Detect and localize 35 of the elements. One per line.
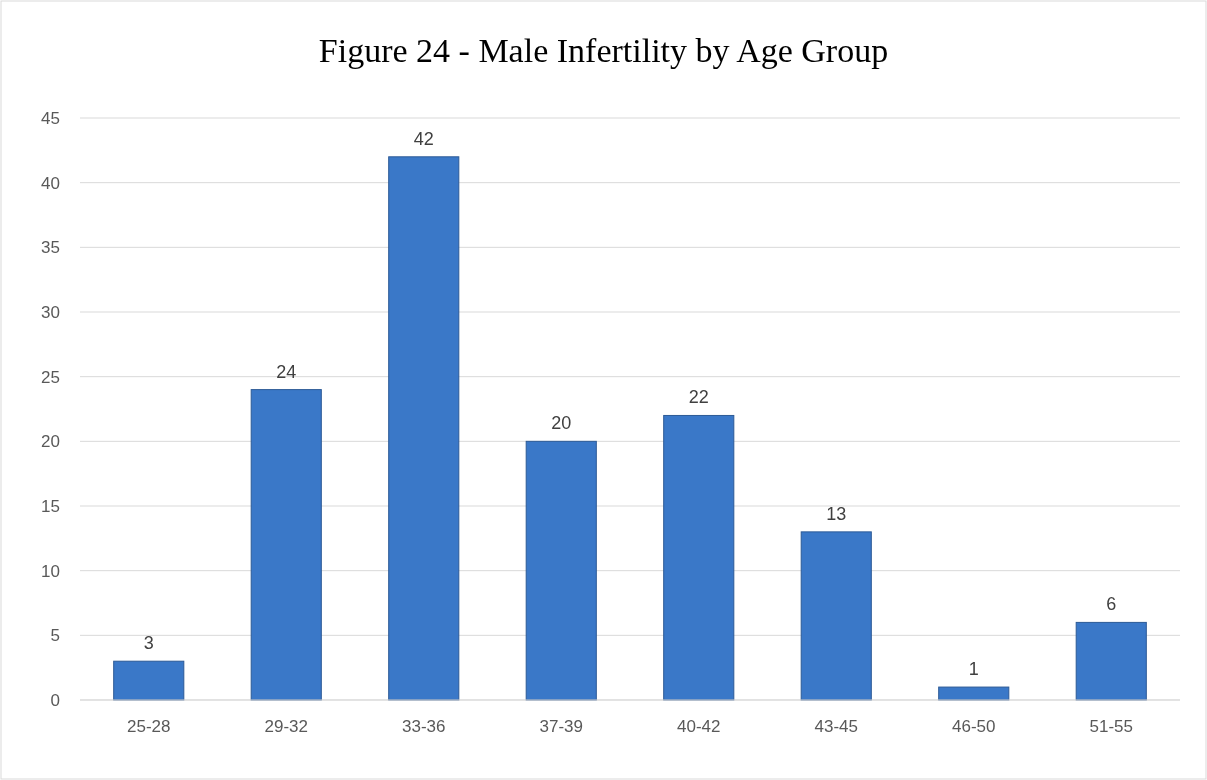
bar <box>1075 621 1147 701</box>
x-tick-label: 37-39 <box>539 717 583 736</box>
bar <box>938 686 1010 701</box>
y-tick-label: 15 <box>41 496 60 516</box>
x-tick-label: 33-36 <box>402 717 446 736</box>
x-tick-label: 40-42 <box>677 717 721 736</box>
y-tick-label: 35 <box>41 238 60 258</box>
chart-title: Figure 24 - Male Infertility by Age Group <box>318 32 889 69</box>
y-tick-label: 10 <box>41 561 60 581</box>
bar <box>663 414 735 701</box>
y-tick-label: 20 <box>41 432 60 452</box>
bar <box>800 531 872 701</box>
y-tick-label: 25 <box>41 367 60 387</box>
data-label: 3 <box>143 633 154 654</box>
bar <box>113 660 185 701</box>
bar <box>250 389 322 701</box>
data-label: 13 <box>826 503 847 524</box>
data-label: 42 <box>413 128 434 149</box>
data-label: 24 <box>276 361 297 382</box>
y-tick-label: 30 <box>41 302 60 322</box>
data-label: 6 <box>1106 594 1117 615</box>
x-tick-label: 29-32 <box>264 717 308 736</box>
data-label: 20 <box>551 413 572 434</box>
data-label: 22 <box>688 387 709 408</box>
x-tick-label: 46-50 <box>952 717 996 736</box>
y-tick-label: 40 <box>41 173 60 193</box>
bar <box>525 440 597 701</box>
y-tick-label: 5 <box>50 626 60 646</box>
x-tick-label: 43-45 <box>814 717 858 736</box>
data-label: 1 <box>968 659 979 680</box>
y-tick-label: 0 <box>50 690 60 710</box>
x-tick-label: 25-28 <box>127 717 171 736</box>
y-tick-label: 45 <box>41 108 60 128</box>
bar <box>388 156 460 701</box>
x-tick-label: 51-55 <box>1089 717 1133 736</box>
